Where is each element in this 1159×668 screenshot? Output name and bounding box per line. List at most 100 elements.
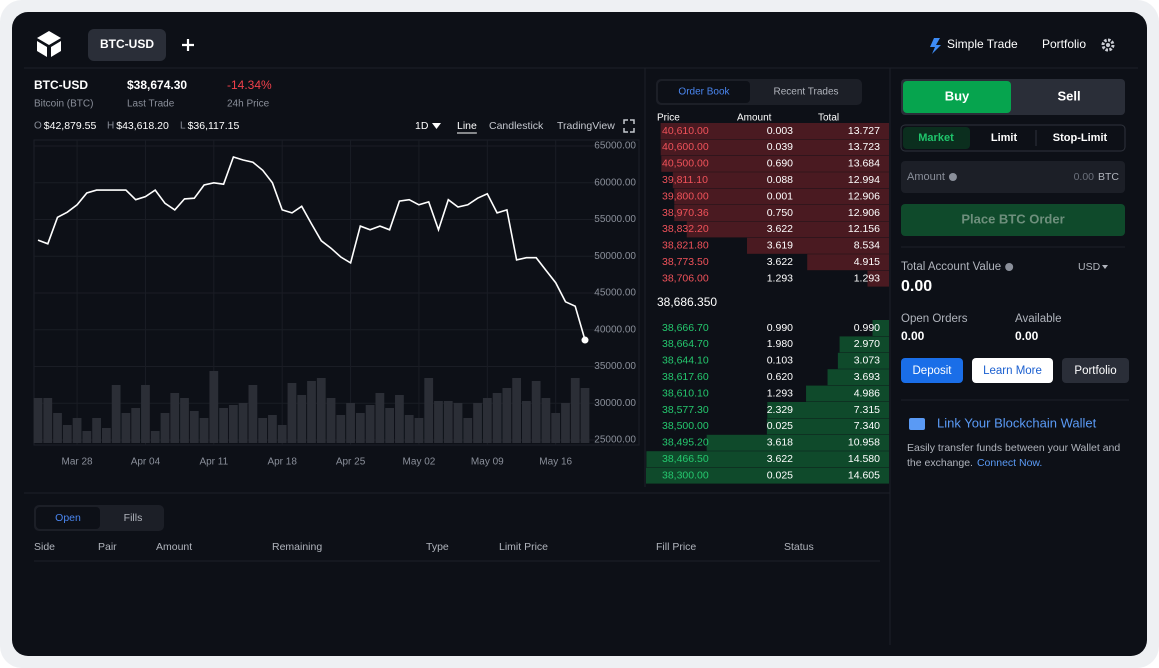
tab-active[interactable] [658, 81, 750, 103]
order-type[interactable]: Market [918, 132, 954, 144]
tab-label[interactable]: BTC-USD [100, 37, 154, 51]
depth-bar [660, 123, 889, 139]
settings-icon[interactable] [1101, 38, 1115, 52]
submit-button[interactable] [901, 204, 1125, 236]
column-header: Status [784, 541, 814, 553]
volume-bar [248, 385, 258, 443]
label: 24h Price [227, 99, 270, 110]
volume-bar [316, 378, 326, 443]
y-tick-label: 60000.00 [594, 177, 636, 188]
label: Open Orders [901, 313, 968, 325]
buy[interactable]: Buy [945, 88, 970, 103]
volume-bar [307, 381, 316, 443]
view-tab[interactable]: TradingView [557, 120, 615, 132]
price: 38,500.00 [662, 420, 709, 432]
tab-label[interactable]: Order Book [678, 87, 730, 98]
amount: 0.750 [767, 207, 793, 219]
view-tab[interactable]: Candlestick [489, 120, 544, 132]
input-unit: BTC [1098, 171, 1119, 183]
volume-bar [228, 405, 238, 443]
order-type[interactable]: Stop-Limit [1053, 132, 1108, 144]
lightning-icon [930, 38, 941, 54]
volume-bar [189, 411, 199, 443]
wallet-link[interactable]: Connect Now. [977, 457, 1042, 469]
amount: 0.088 [767, 174, 793, 186]
volume-bar [492, 393, 502, 443]
currency[interactable]: USD [1078, 261, 1101, 273]
volume-bar [111, 385, 121, 443]
x-tick-label: May 16 [539, 457, 572, 468]
buy-tab[interactable] [903, 81, 1011, 113]
volume-bar [512, 378, 522, 443]
interval[interactable]: 1D [415, 120, 429, 132]
x-tick-label: Apr 18 [267, 457, 297, 468]
wallet-title[interactable]: Link Your Blockchain Wallet [937, 415, 1097, 430]
button[interactable] [972, 358, 1053, 383]
button-label[interactable]: Portfolio [1074, 365, 1116, 377]
amount: 0.690 [767, 158, 793, 170]
tab-active[interactable] [36, 507, 100, 529]
button-label[interactable]: Learn More [983, 365, 1042, 377]
volume-bar [531, 381, 541, 443]
volume-bar [522, 401, 531, 443]
fullscreen-icon[interactable] [623, 119, 635, 133]
tab-label[interactable]: Fills [124, 512, 143, 524]
wallet-text: Easily transfer funds between your Walle… [907, 442, 1120, 454]
volume-bar [287, 383, 297, 443]
depth-bar [872, 320, 889, 336]
price: 38,970.36 [662, 207, 709, 219]
submit-label[interactable]: Place BTC Order [961, 211, 1064, 226]
button[interactable] [901, 358, 963, 383]
depth-bar [766, 418, 889, 435]
tab-label[interactable]: Open [55, 512, 81, 524]
total: 0.990 [854, 322, 880, 334]
amount: 0.003 [767, 125, 793, 137]
amount: 0.103 [767, 355, 793, 367]
total: 13.727 [848, 125, 880, 137]
volume-bar [414, 418, 424, 443]
nav-link[interactable]: Portfolio [1042, 37, 1086, 51]
view-tab[interactable]: Line [457, 120, 477, 132]
volume-bar [62, 425, 72, 443]
price: 38,832.20 [662, 223, 709, 235]
volume-bar [209, 371, 219, 443]
add-tab[interactable] [182, 39, 194, 51]
depth-bar [807, 254, 889, 271]
volume-bar [473, 403, 482, 443]
ohlc-value: $43,618.20 [116, 120, 169, 132]
type-active[interactable] [903, 127, 970, 149]
amount-input[interactable] [901, 161, 1125, 193]
logo [37, 31, 61, 57]
amount: 0.990 [767, 322, 793, 334]
amount: 3.622 [767, 256, 793, 268]
volume-bar [160, 413, 170, 443]
nav-link[interactable]: Simple Trade [947, 37, 1018, 51]
price: 38,664.70 [662, 338, 709, 350]
price: 38,466.50 [662, 453, 709, 465]
price: 38,773.50 [662, 256, 709, 268]
dividers [24, 67, 1138, 645]
input-label: Amount [907, 171, 945, 183]
tab[interactable] [88, 29, 166, 61]
wallet-icon [909, 418, 925, 430]
button[interactable] [1062, 358, 1129, 383]
total: 12.906 [848, 207, 880, 219]
amount: 0.001 [767, 190, 793, 202]
price: 38,821.80 [662, 240, 709, 252]
amount: 1.980 [767, 338, 793, 350]
sell[interactable]: Sell [1057, 88, 1080, 103]
column-header: Amount [156, 541, 192, 553]
tab-label[interactable]: Recent Trades [773, 87, 838, 98]
depth-bar [867, 270, 889, 287]
button-label[interactable]: Deposit [913, 365, 953, 377]
depth-bar [674, 188, 889, 205]
volume-bar [43, 398, 53, 443]
depth-bar [827, 369, 889, 386]
depth-bar [806, 385, 889, 402]
order-type[interactable]: Limit [991, 132, 1018, 144]
change: -14.34% [227, 78, 272, 92]
price-line [37, 156, 586, 341]
volume-bar [551, 413, 561, 443]
depth-bar [660, 139, 889, 156]
